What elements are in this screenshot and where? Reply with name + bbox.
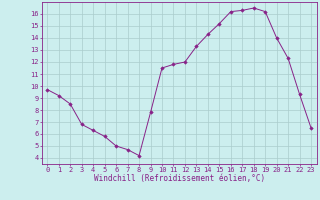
X-axis label: Windchill (Refroidissement éolien,°C): Windchill (Refroidissement éolien,°C) xyxy=(94,174,265,183)
